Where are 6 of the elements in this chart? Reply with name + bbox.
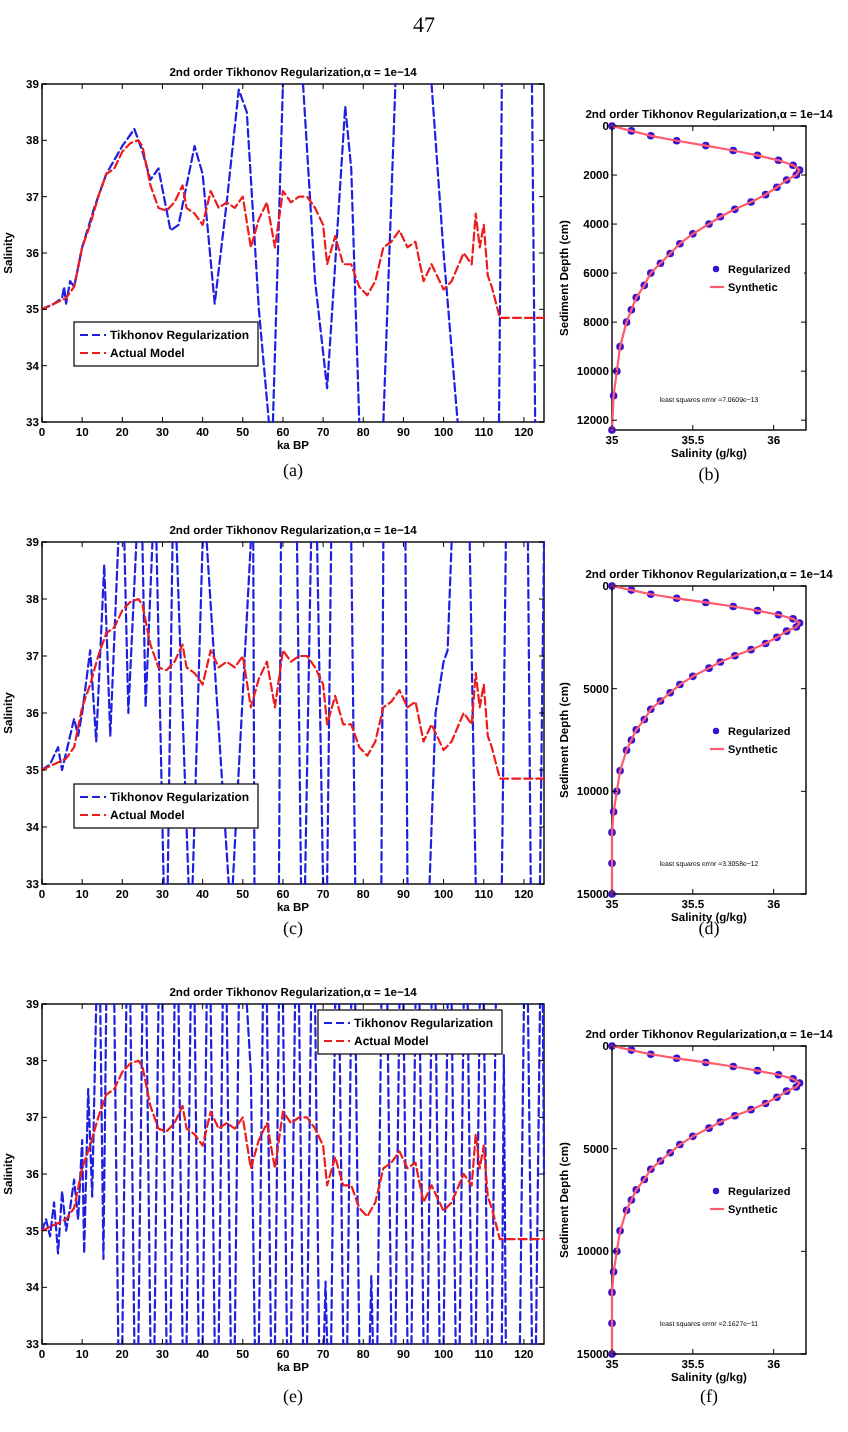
- text: (e): [283, 1386, 303, 1406]
- text: (a): [283, 460, 303, 480]
- text: 47: [413, 14, 436, 38]
- text: (c): [283, 918, 303, 938]
- text: (f): [700, 1386, 718, 1406]
- text: (b): [698, 464, 720, 484]
